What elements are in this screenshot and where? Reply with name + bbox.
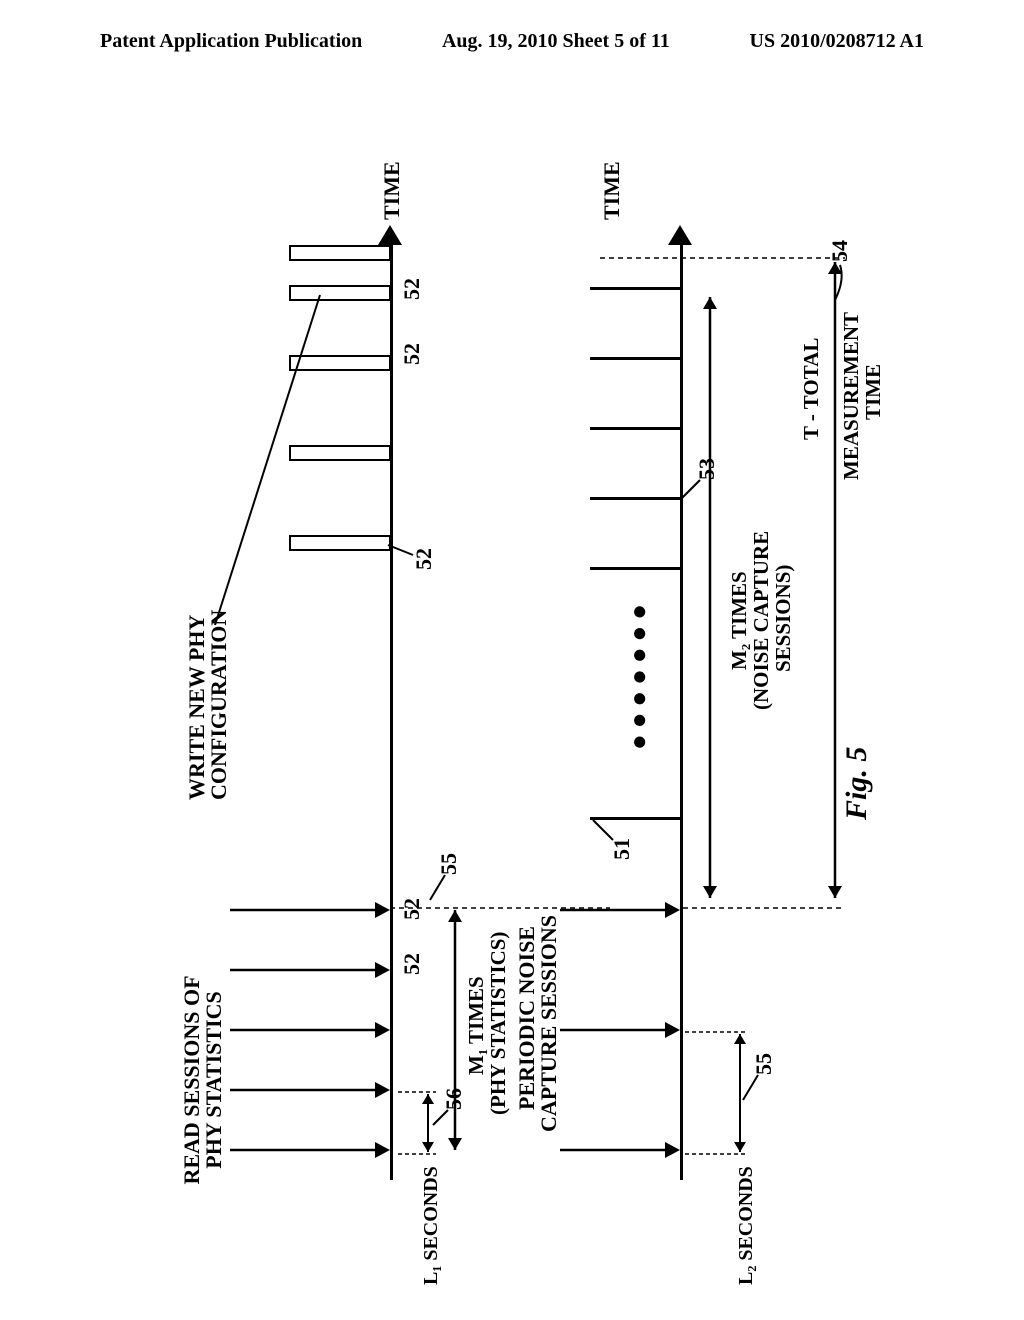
write-tick-4 bbox=[290, 284, 390, 300]
noise-arrow-3 bbox=[560, 900, 680, 920]
ref54-leader bbox=[835, 260, 860, 300]
page-header: Patent Application Publication Aug. 19, … bbox=[0, 0, 1024, 63]
header-right: US 2010/0208712 A1 bbox=[750, 30, 924, 53]
noise-tick-4 bbox=[590, 427, 680, 430]
t-label-1: T - TOTAL bbox=[800, 338, 823, 440]
read-arrow-2 bbox=[230, 1080, 390, 1100]
write-tick-1 bbox=[290, 534, 390, 550]
m2-label-3: SESSIONS) bbox=[772, 565, 795, 672]
t-label-3: TIME bbox=[862, 364, 885, 420]
bottom-time-axis bbox=[680, 240, 683, 1180]
noise-arrow-2 bbox=[560, 1020, 680, 1040]
read-arrow-1 bbox=[230, 1140, 390, 1160]
write-phy-label-2: CONFIGURATION bbox=[207, 610, 231, 800]
read-sessions-label-2: PHY STATISTICS bbox=[202, 970, 226, 1190]
write-tick-5 bbox=[290, 244, 390, 260]
figure-caption: Fig. 5 bbox=[840, 747, 873, 820]
ellipsis: ●●●●●●● bbox=[625, 598, 654, 750]
bottom-axis-arrow bbox=[668, 215, 696, 245]
l1-label: L₁ SECONDS bbox=[420, 1166, 442, 1285]
noise-tick-3 bbox=[590, 497, 680, 500]
top-axis-label: TIME bbox=[380, 161, 404, 220]
ref-55-bot: 55 bbox=[752, 1053, 776, 1075]
t-label-2: MEASUREMENT bbox=[840, 312, 863, 480]
read-arrow-4 bbox=[230, 960, 390, 980]
write-tick-3 bbox=[290, 354, 390, 370]
ref-54: 54 bbox=[828, 240, 852, 262]
m2-span bbox=[695, 285, 725, 910]
bottom-axis-label: TIME bbox=[600, 161, 624, 220]
l1-dimension bbox=[398, 1082, 438, 1162]
noise-tick-5 bbox=[590, 357, 680, 360]
ref-52c: 52 bbox=[412, 548, 436, 570]
ref-51: 51 bbox=[610, 838, 634, 860]
T-dash-right bbox=[600, 256, 845, 260]
m1-label-2: (PHY STATISTICS) bbox=[487, 932, 510, 1115]
ref-52d: 52 bbox=[400, 343, 424, 365]
ref-55-top: 55 bbox=[437, 853, 461, 875]
header-left: Patent Application Publication bbox=[100, 30, 362, 53]
noise-tick-6 bbox=[590, 287, 680, 290]
header-center: Aug. 19, 2010 Sheet 5 of 11 bbox=[442, 30, 670, 53]
m2-label-1: M₂ TIMES bbox=[728, 571, 751, 670]
noise-tick-2 bbox=[590, 567, 680, 570]
m1-label-1: M₁ TIMES bbox=[465, 976, 488, 1075]
figure-container: TIME READ SESSIONS OF PHY STATISTICS WRI… bbox=[140, 140, 880, 1220]
ref-52e: 52 bbox=[400, 278, 424, 300]
m2-label-2: (NOISE CAPTURE bbox=[750, 531, 773, 710]
noise-arrow-1 bbox=[560, 1140, 680, 1160]
write-tick-2 bbox=[290, 444, 390, 460]
read-arrow-5 bbox=[230, 900, 390, 920]
l2-label: L₂ SECONDS bbox=[735, 1166, 757, 1285]
l2-dimension bbox=[685, 1022, 750, 1162]
rotated-figure: TIME READ SESSIONS OF PHY STATISTICS WRI… bbox=[140, 140, 880, 1220]
periodic-label-2: CAPTURE SESSIONS bbox=[537, 915, 561, 1132]
top-time-axis bbox=[390, 240, 393, 1180]
read-arrow-3 bbox=[230, 1020, 390, 1040]
ref-52a: 52 bbox=[400, 953, 424, 975]
